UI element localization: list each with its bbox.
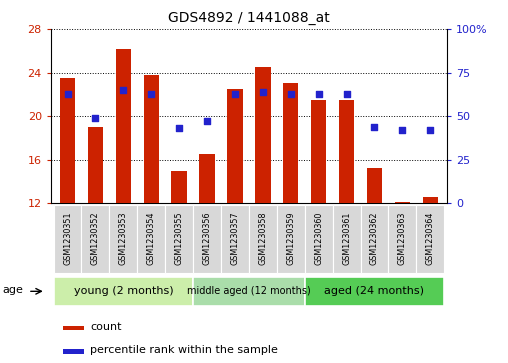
Text: GSM1230353: GSM1230353: [119, 212, 128, 265]
Text: percentile rank within the sample: percentile rank within the sample: [90, 345, 278, 355]
FancyBboxPatch shape: [137, 205, 165, 273]
Point: [259, 89, 267, 95]
FancyBboxPatch shape: [53, 277, 193, 306]
FancyBboxPatch shape: [53, 205, 81, 273]
Bar: [88, 127, 103, 203]
Text: GSM1230358: GSM1230358: [259, 212, 267, 265]
Bar: [62, 350, 84, 354]
Bar: [255, 67, 271, 203]
Bar: [339, 100, 354, 203]
Point: [175, 126, 183, 131]
FancyBboxPatch shape: [389, 205, 417, 273]
Point: [426, 127, 434, 133]
Point: [342, 91, 351, 97]
Text: GSM1230363: GSM1230363: [398, 212, 407, 265]
FancyBboxPatch shape: [417, 205, 444, 273]
Bar: [116, 49, 131, 203]
Text: GSM1230362: GSM1230362: [370, 212, 379, 265]
Text: count: count: [90, 322, 122, 332]
Text: GSM1230360: GSM1230360: [314, 212, 323, 265]
FancyBboxPatch shape: [305, 205, 333, 273]
FancyBboxPatch shape: [221, 205, 249, 273]
Bar: [227, 89, 243, 203]
Bar: [60, 78, 75, 203]
Bar: [144, 75, 159, 203]
Point: [398, 127, 406, 133]
Bar: [311, 100, 326, 203]
Text: young (2 months): young (2 months): [74, 286, 173, 296]
Text: GSM1230359: GSM1230359: [287, 212, 295, 265]
Text: GSM1230356: GSM1230356: [203, 212, 211, 265]
Text: aged (24 months): aged (24 months): [325, 286, 425, 296]
Text: age: age: [3, 285, 23, 295]
Title: GDS4892 / 1441088_at: GDS4892 / 1441088_at: [168, 11, 330, 25]
Bar: [367, 168, 382, 203]
Point: [314, 91, 323, 97]
Bar: [283, 83, 299, 203]
Point: [147, 91, 155, 97]
FancyBboxPatch shape: [249, 205, 277, 273]
FancyBboxPatch shape: [109, 205, 137, 273]
Bar: [395, 202, 410, 203]
Point: [231, 91, 239, 97]
FancyBboxPatch shape: [193, 277, 305, 306]
Text: GSM1230357: GSM1230357: [231, 212, 239, 265]
Bar: [423, 197, 438, 203]
FancyBboxPatch shape: [333, 205, 361, 273]
Text: GSM1230361: GSM1230361: [342, 212, 351, 265]
FancyBboxPatch shape: [165, 205, 193, 273]
FancyBboxPatch shape: [81, 205, 109, 273]
Point: [119, 87, 128, 93]
Bar: [199, 154, 215, 203]
FancyBboxPatch shape: [361, 205, 389, 273]
FancyBboxPatch shape: [305, 277, 444, 306]
Text: GSM1230351: GSM1230351: [63, 212, 72, 265]
Bar: [172, 171, 187, 203]
Point: [64, 91, 72, 97]
Text: middle aged (12 months): middle aged (12 months): [187, 286, 311, 296]
Point: [370, 124, 378, 130]
FancyBboxPatch shape: [193, 205, 221, 273]
Text: GSM1230364: GSM1230364: [426, 212, 435, 265]
Point: [203, 118, 211, 124]
Point: [91, 115, 100, 121]
Text: GSM1230352: GSM1230352: [91, 212, 100, 265]
Bar: [62, 326, 84, 330]
FancyBboxPatch shape: [277, 205, 305, 273]
Text: GSM1230354: GSM1230354: [147, 212, 156, 265]
Point: [287, 91, 295, 97]
Text: GSM1230355: GSM1230355: [175, 212, 184, 265]
